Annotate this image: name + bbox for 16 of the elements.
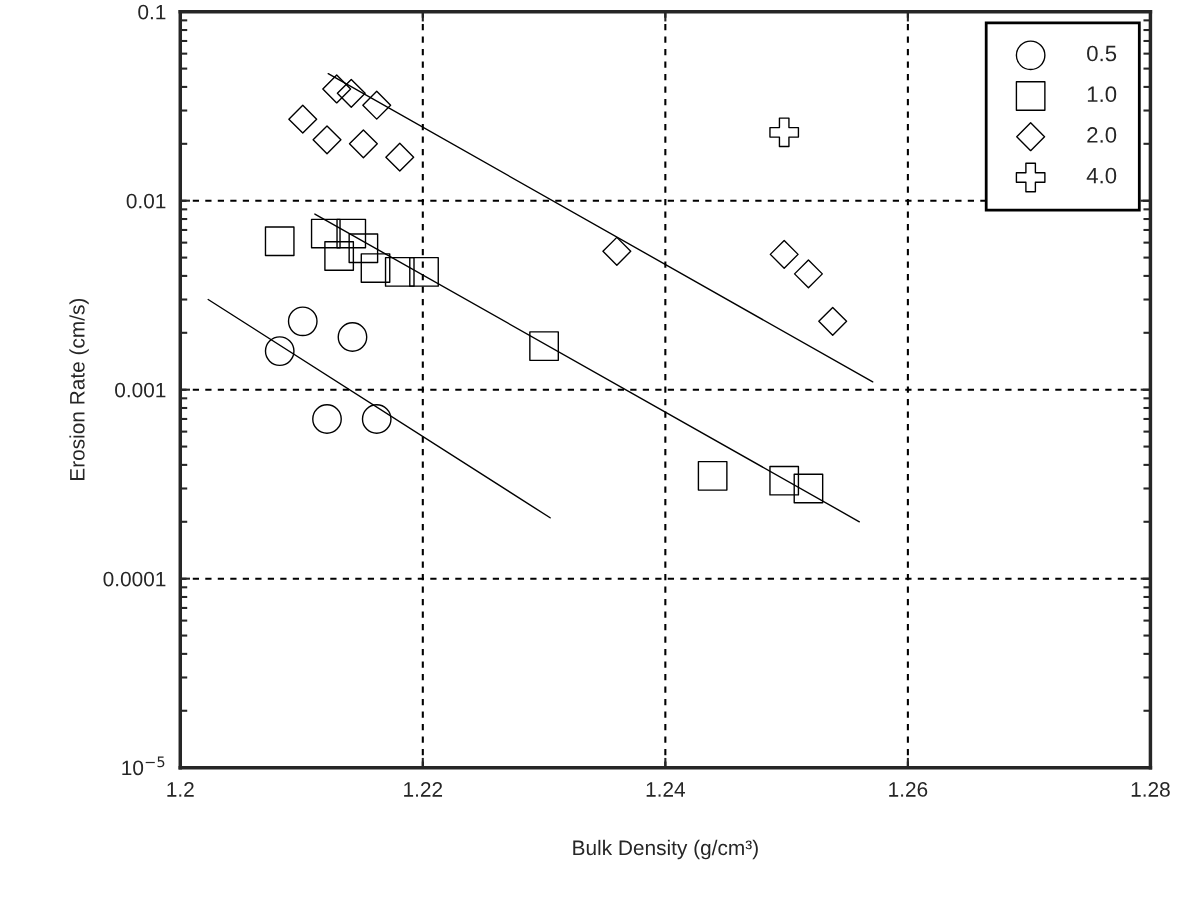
x-axis-title: Bulk Density (g/cm³) (573, 839, 758, 860)
x-tick-label: 1.2 (167, 782, 194, 797)
legend-label: 2.0 (1087, 127, 1117, 143)
y-tick-label: 10$^{−5}$ (122, 756, 165, 776)
x-tick-label: 1.26 (889, 782, 928, 797)
legend-label: 1.0 (1087, 86, 1117, 103)
y-tick-label: 0.0001 (103, 571, 166, 587)
x-tick-label: 1.24 (646, 782, 686, 797)
legend-label: 4.0 (1086, 167, 1117, 184)
y-axis-title: Erosion Rate (cm/s) (69, 298, 89, 480)
x-tick-label: 1.28 (1131, 782, 1170, 797)
y-tick-label: 0.001 (115, 382, 166, 398)
legend-label: 0.5 (1087, 45, 1117, 62)
y-tick-label: 0.01 (126, 193, 166, 209)
x-tick-label: 1.22 (404, 782, 443, 797)
y-tick-label: 0.1 (138, 4, 166, 20)
